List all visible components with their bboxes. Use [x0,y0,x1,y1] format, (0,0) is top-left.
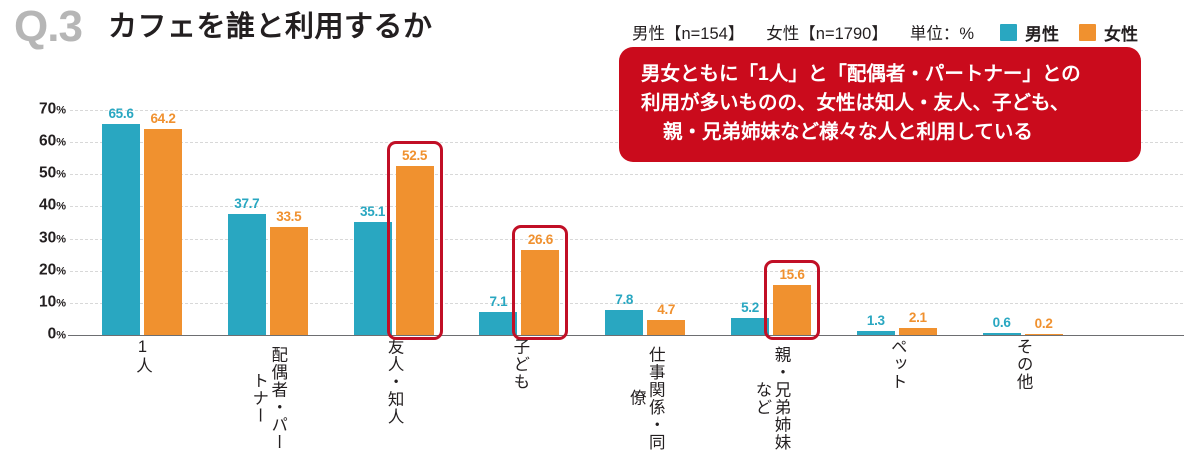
y-axis-tick-70: 70% [8,100,66,119]
legend-swatch-female [1079,23,1096,41]
callout-line-1: 男女ともに「1人」と「配偶者・パートナー」との [641,63,1081,85]
sample-size-male: 男性【n=154】 [631,25,745,43]
y-tick-unit: % [56,104,66,117]
legend-label-male: 男性 [1025,24,1059,44]
legend-swatch-male [1000,23,1017,41]
x-axis-label-text: その他 [1014,338,1033,391]
bar-male-6 [856,330,895,335]
x-axis-label-4: 仕事関係・同僚 [582,338,708,463]
bar-female-7 [1024,334,1063,335]
bar-female-5 [773,284,811,335]
x-axis-label-text: 仕事関係・同僚 [627,345,665,451]
bar-female-0 [144,128,182,335]
y-tick-value: 60 [38,132,57,150]
bar-male-2 [353,222,392,335]
y-axis-tick-40: 40% [8,196,66,215]
x-axis-baseline [68,335,1184,336]
y-tick-value: 70 [38,100,57,118]
bar-female-4 [647,319,686,335]
y-tick-unit: % [56,233,66,246]
x-axis-label-text: 友人・知人 [385,338,404,426]
bar-value-label: 2.1 [908,310,927,326]
bar-value-label: 65.6 [108,106,134,122]
bar-male-0 [102,124,140,335]
bar-value-label: 7.8 [615,291,634,307]
bar-value-label: 0.2 [1034,316,1053,332]
bar-value-label: 5.2 [741,300,759,316]
bar-value-label: 1.3 [866,312,885,328]
legend: 男性【n=154】 女性【n=1790】 単位：% 男性 女性 [632,19,1138,45]
bar-value-label: 0.6 [992,315,1011,331]
y-tick-unit: % [56,329,66,342]
x-axis-label-1: 配偶者・パートナー [205,338,331,463]
y-axis-tick-10: 10% [8,294,66,311]
page-title: カフェを誰と利用するか [108,11,433,43]
bar-value-label: 4.7 [657,301,676,317]
bar-female-1 [269,227,308,335]
x-axis-label-text: 子ども [510,338,529,391]
y-axis-tick-30: 30% [8,230,66,247]
y-tick-value: 0 [47,325,57,343]
legend-item-female: 女性 [1079,20,1138,45]
callout-line-2: 利用が多いものの、女性は知人・友人、子ども、 [641,92,1070,114]
x-axis-label-5: 親・兄弟姉妹など [708,338,834,463]
bar-female-2 [395,166,434,335]
insight-callout: 男女ともに「1人」と「配偶者・パートナー」との 利用が多いものの、女性は知人・友… [619,47,1141,162]
bar-value-label: 37.7 [234,195,260,211]
x-axis-label-0: 1人 [79,338,205,380]
gridline-10 [70,302,1183,304]
unit-note: 単位：% [909,25,974,43]
y-tick-value: 50 [38,164,57,182]
gridline-20 [70,270,1183,272]
x-axis-label-3: 子ども [456,338,582,396]
gridline-40 [70,206,1183,208]
y-tick-value: 20 [38,261,57,279]
y-tick-unit: % [56,200,66,213]
gridline-50 [70,174,1183,176]
y-tick-value: 10 [38,293,57,311]
bar-male-1 [227,213,266,335]
x-axis-label-text: 配偶者・パートナー [249,345,287,451]
bar-value-label: 35.1 [360,204,386,220]
bar-male-4 [605,309,644,335]
bar-value-label: 15.6 [779,266,805,282]
callout-line-3: 親・兄弟姉妹など様々な人と利用している [663,121,1033,143]
bar-value-label: 33.5 [276,209,302,225]
y-axis-tick-50: 50% [8,164,66,183]
bar-female-3 [521,249,560,335]
legend-label-female: 女性 [1104,24,1138,44]
x-axis-label-text: ペット [888,338,907,391]
bar-female-6 [898,328,937,335]
bar-male-7 [982,333,1021,335]
bar-male-5 [731,318,769,335]
y-tick-unit: % [56,265,66,278]
bar-value-label: 64.2 [150,110,176,126]
bar-value-label: 52.5 [402,148,428,164]
x-axis-label-text: 1人 [133,338,152,375]
legend-item-male: 男性 [1000,20,1059,45]
x-axis-label-text: 親・兄弟姉妹など [753,345,790,451]
x-axis-label-6: ペット [834,338,960,396]
y-tick-unit: % [56,136,66,149]
gridline-30 [70,238,1183,240]
x-axis-label-7: その他 [960,338,1086,396]
sample-size-female: 女性【n=1790】 [766,25,888,43]
question-number-badge: Q.3 [14,2,83,51]
bar-value-label: 7.1 [489,294,508,310]
y-tick-value: 40 [38,196,57,214]
bar-male-3 [479,312,518,335]
y-tick-value: 30 [38,229,57,247]
chart-plot-area: 70% 60% 50% 40% 30% 20% 10% 0% 65.6 64.2 37.7 33.5… [0,62,1200,467]
y-axis-tick-20: 20% [8,262,66,279]
bars-container: 65.6 64.2 37.7 33.5 35.1 52.5 7.1 26.6 7.8 4.7 5.2… [0,62,1200,467]
y-axis-tick-0: 0% [8,325,66,344]
y-tick-unit: % [56,297,66,310]
x-axis-label-2: 友人・知人 [331,338,457,431]
y-axis-labels: 70% 60% 50% 40% 30% 20% 10% 0% [0,62,66,352]
y-tick-unit: % [56,168,66,181]
bar-value-label: 26.6 [527,231,553,247]
chart-header: Q.3 カフェを誰と利用するか 男性【n=154】 女性【n=1790】 単位：… [0,0,1200,62]
y-axis-tick-60: 60% [8,132,66,151]
